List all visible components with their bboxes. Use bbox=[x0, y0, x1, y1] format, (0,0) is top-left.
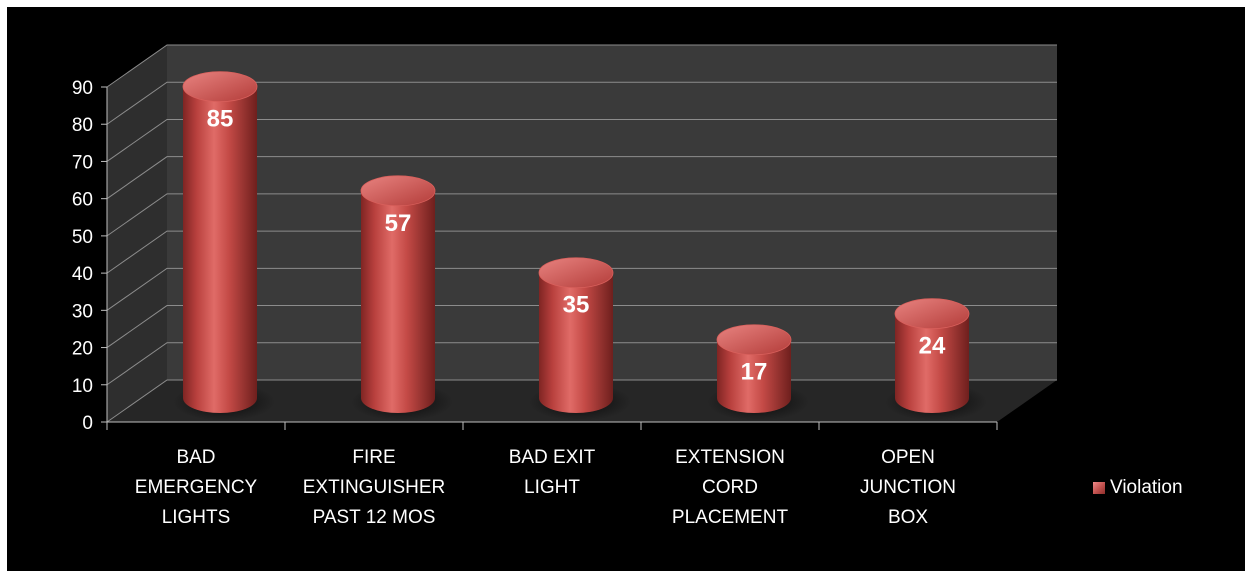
gridline bbox=[106, 230, 1057, 274]
x-tick-label: EXTENSION CORD PLACEMENT bbox=[672, 447, 789, 528]
bar-top bbox=[360, 175, 436, 207]
bar-top bbox=[538, 257, 614, 289]
bar bbox=[173, 71, 275, 421]
y-tick-label: 0 bbox=[82, 413, 93, 434]
y-tick-label: 50 bbox=[72, 227, 93, 248]
bar-body bbox=[895, 313, 969, 413]
bar bbox=[885, 298, 987, 421]
gridline bbox=[106, 305, 1057, 348]
gridline bbox=[106, 193, 1057, 237]
legend-swatch-icon bbox=[1093, 482, 1105, 494]
legend: Violation bbox=[1093, 477, 1183, 499]
y-tick-label: 60 bbox=[72, 190, 93, 211]
bar bbox=[529, 257, 631, 421]
gridline bbox=[106, 156, 1057, 200]
bar-body bbox=[361, 190, 435, 413]
data-label: 85 bbox=[207, 106, 234, 133]
gridline bbox=[106, 267, 1057, 311]
bar-body bbox=[539, 272, 613, 413]
data-label: 24 bbox=[919, 333, 946, 360]
y-tick-label: 30 bbox=[72, 301, 93, 322]
bar bbox=[707, 324, 809, 421]
data-label: 35 bbox=[563, 292, 590, 319]
y-tick-label: 40 bbox=[72, 264, 93, 285]
gridline bbox=[106, 44, 1057, 88]
side-wall bbox=[107, 45, 167, 422]
gridline bbox=[106, 81, 1057, 125]
gridline bbox=[106, 118, 1057, 162]
chart-plot: 0 10 20 30 40 50 60 70 80 90 BAD EMERGENCY LIGHTS FI… bbox=[72, 44, 1057, 528]
y-tick-label: 90 bbox=[72, 78, 93, 99]
y-tick-label: 80 bbox=[72, 115, 93, 136]
bar-body bbox=[717, 339, 791, 413]
bar-top bbox=[716, 324, 792, 356]
y-tick-label: 70 bbox=[72, 152, 93, 173]
data-label: 57 bbox=[385, 210, 412, 237]
bar bbox=[351, 175, 453, 421]
x-tick-label: BAD EXIT LIGHT bbox=[509, 447, 596, 498]
bar-top bbox=[894, 298, 970, 330]
x-tick-label: OPEN JUNCTION BOX bbox=[860, 447, 956, 528]
bar-top bbox=[182, 71, 258, 103]
y-tick-label: 20 bbox=[72, 339, 93, 360]
x-tick-label: BAD EMERGENCY LIGHTS bbox=[135, 447, 258, 528]
data-label: 17 bbox=[741, 359, 768, 386]
chart-area: 0 10 20 30 40 50 60 70 80 90 BAD EMERGENCY LIGHTS FI… bbox=[7, 7, 1245, 571]
y-tick-label: 10 bbox=[72, 376, 93, 397]
x-tick-label: FIRE EXTINGUISHER PAST 12 MOS bbox=[303, 447, 446, 528]
bar-body bbox=[183, 86, 257, 413]
legend-label: Violation bbox=[1110, 477, 1183, 498]
